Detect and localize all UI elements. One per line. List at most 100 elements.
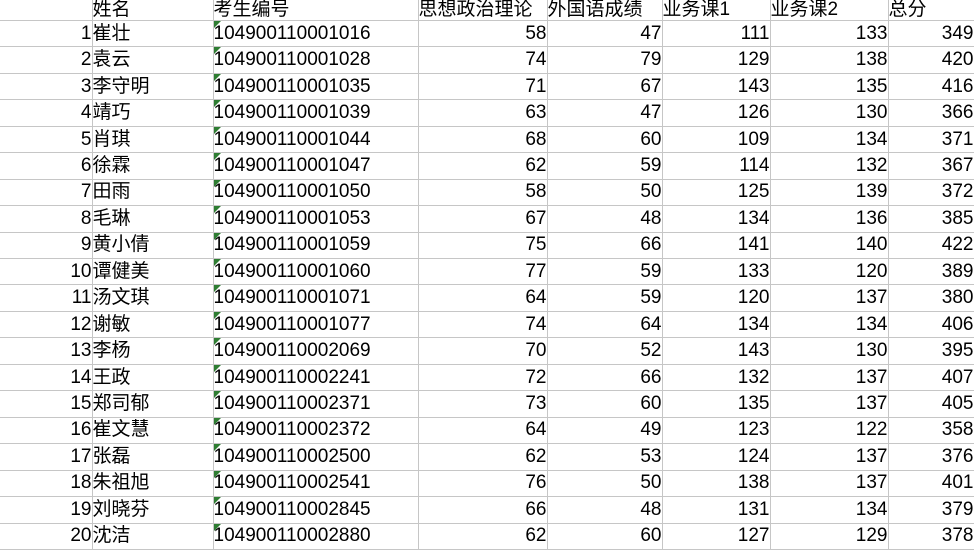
name-cell[interactable]: 沈洁	[92, 523, 214, 550]
name-cell[interactable]: 靖巧	[92, 99, 214, 127]
course2-score-cell[interactable]: 140	[770, 232, 889, 260]
course2-score-cell[interactable]: 122	[770, 417, 889, 445]
politics-score-cell[interactable]: 62	[418, 443, 548, 471]
row-number-cell[interactable]: 12	[0, 311, 93, 339]
candidate-id-cell[interactable]: 104900110001053	[213, 205, 419, 233]
foreign-language-score-cell[interactable]: 48	[547, 205, 663, 233]
politics-score-cell[interactable]: 76	[418, 470, 548, 498]
foreign-language-header[interactable]: 外国语成绩	[547, 0, 663, 21]
candidate-id-cell[interactable]: 104900110002069	[213, 337, 419, 365]
course2-score-cell[interactable]: 120	[770, 258, 889, 286]
row-number-cell[interactable]: 4	[0, 99, 93, 127]
row-number-cell[interactable]: 16	[0, 417, 93, 445]
name-cell[interactable]: 黄小倩	[92, 232, 214, 260]
total-score-cell[interactable]: 395	[888, 337, 974, 365]
politics-score-cell[interactable]: 73	[418, 390, 548, 418]
foreign-language-score-cell[interactable]: 53	[547, 443, 663, 471]
row-number-cell[interactable]: 14	[0, 364, 93, 392]
politics-score-cell[interactable]: 72	[418, 364, 548, 392]
candidate-id-cell[interactable]: 104900110002541	[213, 470, 419, 498]
row-number-header[interactable]	[0, 0, 93, 21]
row-number-cell[interactable]: 5	[0, 126, 93, 154]
name-header[interactable]: 姓名	[92, 0, 214, 21]
name-cell[interactable]: 汤文琪	[92, 284, 214, 312]
candidate-id-cell[interactable]: 104900110001059	[213, 232, 419, 260]
politics-score-cell[interactable]: 58	[418, 179, 548, 207]
candidate-id-cell[interactable]: 104900110001016	[213, 20, 419, 48]
total-score-cell[interactable]: 405	[888, 390, 974, 418]
name-cell[interactable]: 崔文慧	[92, 417, 214, 445]
row-number-cell[interactable]: 15	[0, 390, 93, 418]
candidate-id-cell[interactable]: 104900110002845	[213, 496, 419, 524]
foreign-language-score-cell[interactable]: 49	[547, 417, 663, 445]
politics-score-cell[interactable]: 67	[418, 205, 548, 233]
name-cell[interactable]: 朱祖旭	[92, 470, 214, 498]
course2-score-cell[interactable]: 132	[770, 152, 889, 180]
name-cell[interactable]: 徐霖	[92, 152, 214, 180]
total-score-cell[interactable]: 385	[888, 205, 974, 233]
course1-score-cell[interactable]: 109	[662, 126, 771, 154]
total-score-cell[interactable]: 367	[888, 152, 974, 180]
name-cell[interactable]: 张磊	[92, 443, 214, 471]
total-score-cell[interactable]: 389	[888, 258, 974, 286]
politics-score-cell[interactable]: 64	[418, 284, 548, 312]
total-score-cell[interactable]: 358	[888, 417, 974, 445]
candidate-id-cell[interactable]: 104900110002880	[213, 523, 419, 550]
candidate-id-cell[interactable]: 104900110001060	[213, 258, 419, 286]
course1-score-cell[interactable]: 124	[662, 443, 771, 471]
politics-score-cell[interactable]: 71	[418, 73, 548, 101]
total-score-cell[interactable]: 416	[888, 73, 974, 101]
course1-score-cell[interactable]: 129	[662, 46, 771, 74]
course2-score-cell[interactable]: 137	[770, 390, 889, 418]
candidate-id-cell[interactable]: 104900110002371	[213, 390, 419, 418]
total-score-cell[interactable]: 420	[888, 46, 974, 74]
politics-score-cell[interactable]: 62	[418, 523, 548, 550]
foreign-language-score-cell[interactable]: 50	[547, 470, 663, 498]
course2-score-cell[interactable]: 134	[770, 311, 889, 339]
foreign-language-score-cell[interactable]: 79	[547, 46, 663, 74]
name-cell[interactable]: 李守明	[92, 73, 214, 101]
course2-score-cell[interactable]: 129	[770, 523, 889, 550]
course1-score-cell[interactable]: 123	[662, 417, 771, 445]
candidate-id-cell[interactable]: 104900110002241	[213, 364, 419, 392]
foreign-language-score-cell[interactable]: 66	[547, 232, 663, 260]
row-number-cell[interactable]: 20	[0, 523, 93, 550]
course1-score-cell[interactable]: 120	[662, 284, 771, 312]
foreign-language-score-cell[interactable]: 67	[547, 73, 663, 101]
name-cell[interactable]: 崔壮	[92, 20, 214, 48]
row-number-cell[interactable]: 13	[0, 337, 93, 365]
row-number-cell[interactable]: 19	[0, 496, 93, 524]
foreign-language-score-cell[interactable]: 48	[547, 496, 663, 524]
candidate-id-cell[interactable]: 104900110001028	[213, 46, 419, 74]
total-score-cell[interactable]: 376	[888, 443, 974, 471]
course2-score-cell[interactable]: 137	[770, 443, 889, 471]
course1-score-cell[interactable]: 143	[662, 73, 771, 101]
course1-score-cell[interactable]: 141	[662, 232, 771, 260]
foreign-language-score-cell[interactable]: 59	[547, 258, 663, 286]
name-cell[interactable]: 谢敏	[92, 311, 214, 339]
total-score-cell[interactable]: 407	[888, 364, 974, 392]
foreign-language-score-cell[interactable]: 59	[547, 152, 663, 180]
course1-score-cell[interactable]: 114	[662, 152, 771, 180]
foreign-language-score-cell[interactable]: 47	[547, 20, 663, 48]
politics-score-cell[interactable]: 63	[418, 99, 548, 127]
total-score-cell[interactable]: 372	[888, 179, 974, 207]
total-score-cell[interactable]: 401	[888, 470, 974, 498]
course1-score-cell[interactable]: 127	[662, 523, 771, 550]
course2-score-cell[interactable]: 135	[770, 73, 889, 101]
politics-score-cell[interactable]: 74	[418, 311, 548, 339]
name-cell[interactable]: 李杨	[92, 337, 214, 365]
candidate-id-cell[interactable]: 104900110001071	[213, 284, 419, 312]
course2-score-cell[interactable]: 136	[770, 205, 889, 233]
course2-score-cell[interactable]: 137	[770, 470, 889, 498]
candidate-id-cell[interactable]: 104900110001050	[213, 179, 419, 207]
course2-score-cell[interactable]: 134	[770, 126, 889, 154]
name-cell[interactable]: 田雨	[92, 179, 214, 207]
name-cell[interactable]: 袁云	[92, 46, 214, 74]
foreign-language-score-cell[interactable]: 60	[547, 390, 663, 418]
foreign-language-score-cell[interactable]: 52	[547, 337, 663, 365]
course1-score-cell[interactable]: 126	[662, 99, 771, 127]
politics-score-cell[interactable]: 64	[418, 417, 548, 445]
total-score-cell[interactable]: 379	[888, 496, 974, 524]
foreign-language-score-cell[interactable]: 64	[547, 311, 663, 339]
